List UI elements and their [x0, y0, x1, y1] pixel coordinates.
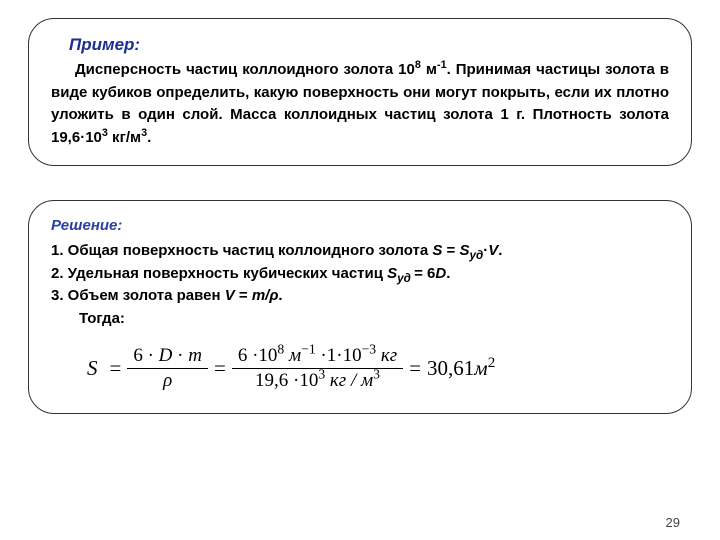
solution-card: Решение: 1. Общая поверхность частиц кол…: [28, 200, 692, 414]
page-number: 29: [666, 515, 680, 530]
equals-3: =: [409, 356, 421, 381]
solution-heading: Решение:: [51, 217, 669, 234]
formula-result: 30,61м2: [427, 356, 495, 381]
step-3: 3. Объем золота равен V = m/ρ.: [51, 285, 669, 308]
step-2: 2. Удельная поверхность кубических части…: [51, 263, 669, 286]
then-label: Тогда:: [79, 308, 669, 331]
formula: S = 6 · D · m ρ = 6 ·108 м−1 ·1·10−3 кг …: [87, 344, 669, 393]
frac1-den: ρ: [157, 369, 178, 393]
equals-2: =: [214, 356, 226, 381]
equals-1: =: [110, 356, 122, 381]
formula-lhs: S: [87, 356, 98, 381]
frac2-den: 19,6 ·103 кг / м3: [249, 369, 386, 393]
example-card: Пример: Дисперсность частиц коллоидного …: [28, 18, 692, 166]
frac2-num: 6 ·108 м−1 ·1·10−3 кг: [232, 344, 403, 369]
fraction-symbolic: 6 · D · m ρ: [127, 344, 208, 393]
frac1-num: 6 · D · m: [127, 344, 208, 369]
problem-text: Дисперсность частиц коллоидного золота 1…: [51, 59, 669, 149]
fraction-numeric: 6 ·108 м−1 ·1·10−3 кг 19,6 ·103 кг / м3: [232, 344, 403, 393]
example-heading: Пример:: [69, 35, 669, 55]
step-1: 1. Общая поверхность частиц коллоидного …: [51, 240, 669, 263]
